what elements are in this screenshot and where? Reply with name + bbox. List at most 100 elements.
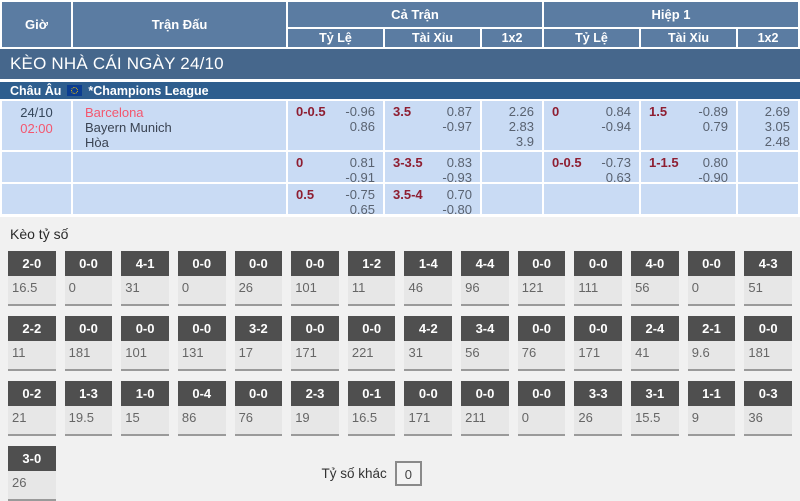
odds-value[interactable]: -0.80	[442, 202, 472, 217]
score-box[interactable]: 3-4	[461, 316, 509, 341]
score-cell[interactable]: 2-4 41	[631, 316, 679, 371]
score-box[interactable]: 0-2	[8, 381, 56, 406]
odds-value[interactable]: 2.26	[508, 104, 534, 119]
score-box[interactable]: 2-0	[8, 251, 56, 276]
odds-value[interactable]: -0.94	[601, 119, 631, 134]
score-cell[interactable]: 0-1 16.5	[347, 381, 396, 436]
score-cell[interactable]: 0-0 181	[64, 316, 113, 371]
score-box[interactable]: 0-3	[744, 381, 792, 406]
ft-overunder-cell[interactable]: 3-3.5 0.83 -0.93	[385, 152, 480, 185]
score-box[interactable]: 2-2	[8, 316, 56, 341]
ft-overunder-cell[interactable]: 3.5-4 0.70 -0.80	[385, 184, 480, 217]
score-cell[interactable]: 2-0 16.5	[8, 251, 56, 306]
score-box[interactable]: 1-0	[121, 381, 169, 406]
score-cell[interactable]: 4-2 31	[404, 316, 453, 371]
score-box[interactable]: 3-2	[234, 316, 283, 341]
score-cell[interactable]: 0-4 86	[177, 381, 226, 436]
score-box[interactable]: 4-1	[121, 251, 169, 276]
score-box[interactable]: 0-1	[347, 381, 396, 406]
score-box[interactable]: 0-0	[404, 381, 453, 406]
score-box[interactable]: 0-0	[64, 251, 113, 276]
score-box[interactable]: 0-0	[687, 251, 736, 276]
h1-handicap-cell[interactable]: 0-0.5 -0.73 0.63	[544, 152, 639, 185]
odds-value[interactable]: -0.96	[345, 104, 375, 119]
score-box[interactable]: 4-3	[744, 251, 792, 276]
odds-value[interactable]: 0.86	[349, 119, 375, 134]
score-box[interactable]: 0-0	[517, 316, 566, 341]
score-cell[interactable]: 0-0 171	[404, 381, 453, 436]
h1-overunder-cell[interactable]: 1-1.5 0.80 -0.90	[641, 152, 736, 185]
odds-value[interactable]: -0.89	[698, 104, 728, 119]
score-cell[interactable]: 4-1 31	[121, 251, 169, 306]
score-box[interactable]: 1-1	[687, 381, 736, 406]
score-cell[interactable]: 4-0 56	[631, 251, 679, 306]
score-cell[interactable]: 0-0 0	[177, 251, 226, 306]
score-box[interactable]: 4-4	[461, 251, 509, 276]
score-box[interactable]: 0-4	[177, 381, 226, 406]
odds-value[interactable]: 0.87	[446, 104, 472, 119]
score-cell[interactable]: 0-0 131	[177, 316, 226, 371]
odds-value[interactable]: -0.93	[442, 170, 472, 185]
odds-value[interactable]: -0.97	[442, 119, 472, 134]
odds-value[interactable]: 0.70	[446, 187, 472, 202]
score-box[interactable]: 0-0	[291, 251, 339, 276]
other-score-input[interactable]: 0	[394, 461, 422, 486]
score-box[interactable]: 0-0	[517, 381, 566, 406]
score-box[interactable]: 0-0	[461, 381, 509, 406]
odds-value[interactable]: 2.69	[764, 104, 790, 119]
ft-handicap-cell[interactable]: 0.5 -0.75 0.65	[288, 184, 383, 217]
score-cell[interactable]: 3-4 56	[461, 316, 509, 371]
score-cell[interactable]: 1-2 11	[347, 251, 396, 306]
score-cell[interactable]: 1-0 15	[121, 381, 169, 436]
score-box[interactable]: 4-2	[404, 316, 453, 341]
score-cell[interactable]: 0-0 121	[517, 251, 566, 306]
odds-value[interactable]: 2.48	[764, 134, 790, 149]
score-cell[interactable]: 3-2 17	[234, 316, 283, 371]
score-cell[interactable]: 2-1 9.6	[687, 316, 736, 371]
score-cell[interactable]: 0-0 0	[64, 251, 113, 306]
odds-value[interactable]: -0.91	[345, 170, 375, 185]
score-cell[interactable]: 2-3 19	[291, 381, 339, 436]
score-cell[interactable]: 1-1 9	[687, 381, 736, 436]
score-cell[interactable]: 0-0 111	[574, 251, 623, 306]
home-team[interactable]: Barcelona	[85, 105, 144, 120]
score-box[interactable]: 3-3	[574, 381, 623, 406]
odds-value[interactable]: 0.79	[702, 119, 728, 134]
h1-1x2-cell[interactable]: 2.69 3.05 2.48	[738, 101, 798, 150]
ft-handicap-cell[interactable]: 0 0.81 -0.91	[288, 152, 383, 185]
odds-value[interactable]: 3.05	[764, 119, 790, 134]
odds-value[interactable]: 0.83	[446, 155, 472, 170]
score-box[interactable]: 2-4	[631, 316, 679, 341]
odds-value[interactable]: 3.9	[515, 134, 534, 149]
score-box[interactable]: 0-0	[347, 316, 396, 341]
score-box[interactable]: 0-0	[177, 251, 226, 276]
odds-value[interactable]: 0.63	[605, 170, 631, 185]
score-cell[interactable]: 0-0 211	[461, 381, 509, 436]
score-cell[interactable]: 0-0 171	[291, 316, 339, 371]
odds-value[interactable]: 0.65	[349, 202, 375, 217]
score-box[interactable]: 2-1	[687, 316, 736, 341]
score-cell[interactable]: 0-0 221	[347, 316, 396, 371]
score-box[interactable]: 4-0	[631, 251, 679, 276]
score-cell[interactable]: 0-0 76	[517, 316, 566, 371]
score-cell[interactable]: 0-0 26	[234, 251, 283, 306]
score-cell[interactable]: 4-4 96	[461, 251, 509, 306]
score-box[interactable]: 1-4	[404, 251, 453, 276]
score-cell[interactable]: 3-3 26	[574, 381, 623, 436]
score-box[interactable]: 1-3	[64, 381, 113, 406]
score-box[interactable]: 0-0	[291, 316, 339, 341]
score-box[interactable]: 3-0	[8, 446, 56, 471]
score-box[interactable]: 0-0	[517, 251, 566, 276]
score-box[interactable]: 0-0	[574, 316, 623, 341]
h1-handicap-cell[interactable]: 0 0.84 -0.94	[544, 101, 639, 150]
league-bar[interactable]: Châu Âu *Champions League	[0, 82, 800, 99]
score-box[interactable]: 0-0	[234, 251, 283, 276]
score-cell[interactable]: 1-4 46	[404, 251, 453, 306]
ft-overunder-cell[interactable]: 3.5 0.87 -0.97	[385, 101, 480, 150]
score-box[interactable]: 0-0	[121, 316, 169, 341]
score-box[interactable]: 0-0	[744, 316, 792, 341]
score-cell[interactable]: 0-0 101	[121, 316, 169, 371]
score-box[interactable]: 3-1	[631, 381, 679, 406]
score-cell[interactable]: 0-0 0	[687, 251, 736, 306]
score-cell[interactable]: 4-3 51	[744, 251, 792, 306]
